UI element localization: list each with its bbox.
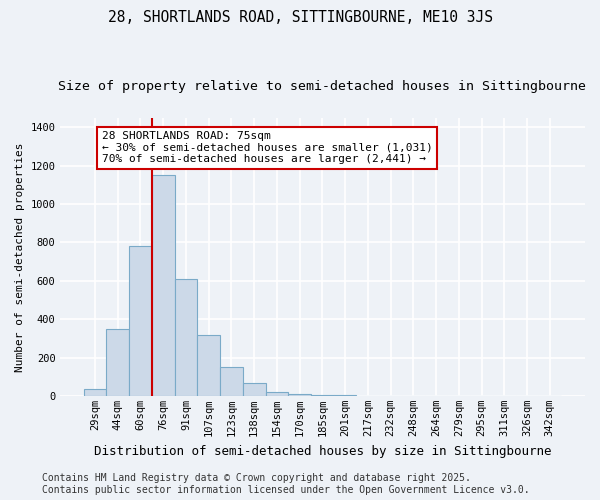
Text: 28 SHORTLANDS ROAD: 75sqm
← 30% of semi-detached houses are smaller (1,031)
70% : 28 SHORTLANDS ROAD: 75sqm ← 30% of semi-… [102, 131, 433, 164]
Title: Size of property relative to semi-detached houses in Sittingbourne: Size of property relative to semi-detach… [58, 80, 586, 93]
Bar [106, 329, 129, 396]
Bar [266, 392, 288, 396]
Bar [311, 395, 334, 396]
Bar [220, 367, 243, 396]
Text: 28, SHORTLANDS ROAD, SITTINGBOURNE, ME10 3JS: 28, SHORTLANDS ROAD, SITTINGBOURNE, ME10… [107, 10, 493, 25]
Bar [175, 279, 197, 396]
Bar [83, 389, 106, 396]
Y-axis label: Number of semi-detached properties: Number of semi-detached properties [15, 142, 25, 372]
Bar [129, 246, 152, 396]
X-axis label: Distribution of semi-detached houses by size in Sittingbourne: Distribution of semi-detached houses by … [94, 444, 551, 458]
Bar [288, 394, 311, 396]
Bar [152, 176, 175, 396]
Bar [243, 384, 266, 396]
Text: Contains HM Land Registry data © Crown copyright and database right 2025.
Contai: Contains HM Land Registry data © Crown c… [42, 474, 530, 495]
Bar [197, 334, 220, 396]
